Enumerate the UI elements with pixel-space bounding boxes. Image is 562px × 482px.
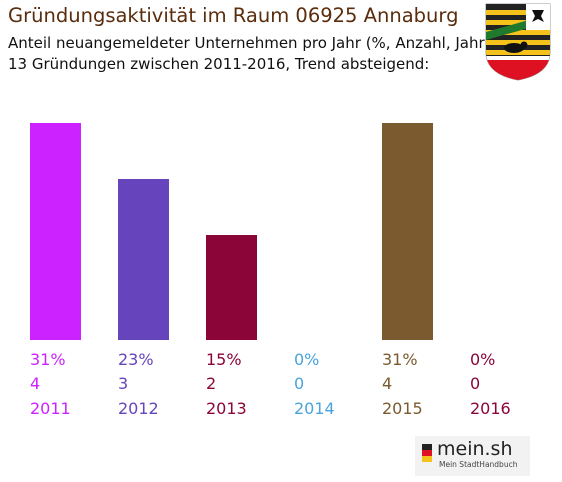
count-label-2011: 4: [30, 374, 40, 393]
coat-of-arms-icon: [485, 3, 551, 81]
bar-2013: [206, 235, 257, 340]
chart-subtitle-line1: Anteil neuangemeldeter Unternehmen pro J…: [8, 34, 491, 52]
percent-label-2011: 31%: [30, 350, 66, 369]
year-label-2015: 2015: [382, 399, 423, 418]
year-label-2011: 2011: [30, 399, 71, 418]
count-label-2014: 0: [294, 374, 304, 393]
percent-label-2013: 15%: [206, 350, 242, 369]
bar-2011: [30, 123, 81, 340]
logo-tagline: Mein StadtHandbuch: [439, 460, 518, 469]
count-label-2015: 4: [382, 374, 392, 393]
percent-label-2015: 31%: [382, 350, 418, 369]
count-label-2016: 0: [470, 374, 480, 393]
brand-logo: mein.sh Mein StadtHandbuch: [415, 436, 530, 476]
year-label-2014: 2014: [294, 399, 335, 418]
year-label-2016: 2016: [470, 399, 511, 418]
logo-text: mein.sh: [437, 438, 513, 460]
bar-2012: [118, 179, 169, 340]
chart-title: Gründungsaktivität im Raum 06925 Annabur…: [8, 4, 459, 27]
germany-map-icon: [422, 444, 432, 462]
year-label-2012: 2012: [118, 399, 159, 418]
percent-label-2016: 0%: [470, 350, 495, 369]
count-label-2012: 3: [118, 374, 128, 393]
year-label-2013: 2013: [206, 399, 247, 418]
percent-label-2012: 23%: [118, 350, 154, 369]
percent-label-2014: 0%: [294, 350, 319, 369]
bar-2015: [382, 123, 433, 340]
chart-subtitle-line2: 13 Gründungen zwischen 2011-2016, Trend …: [8, 55, 430, 73]
count-label-2013: 2: [206, 374, 216, 393]
